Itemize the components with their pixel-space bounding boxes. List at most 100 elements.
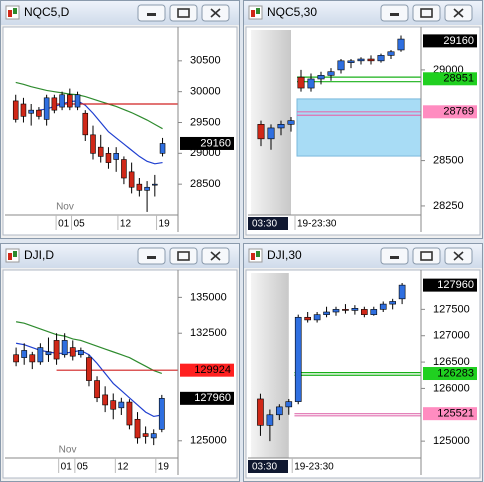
candle-body xyxy=(267,127,275,140)
x-tick-label: 19-23:30 xyxy=(297,219,337,230)
candle-body xyxy=(12,100,19,120)
window-icon xyxy=(5,248,20,263)
candle-body xyxy=(36,109,42,117)
window-icon xyxy=(248,5,263,20)
price-label-bg xyxy=(423,367,477,381)
title-bar xyxy=(1,244,239,268)
candle-body xyxy=(51,97,58,111)
session-shade xyxy=(251,30,291,215)
window-title: DJI,30 xyxy=(267,248,302,262)
title-bar xyxy=(1,1,239,25)
candle-body xyxy=(277,124,285,129)
candle-body xyxy=(294,316,302,402)
icon-bar xyxy=(251,10,255,17)
candle-body xyxy=(159,143,166,154)
y-tick-label: 125000 xyxy=(433,435,470,447)
cursor-label-bg xyxy=(248,460,288,473)
candle-body xyxy=(370,309,378,315)
icon-bar xyxy=(8,253,12,260)
candle-body xyxy=(144,186,150,191)
candle-body xyxy=(97,146,104,157)
price-label-bg xyxy=(423,72,477,86)
price-label-bg xyxy=(423,278,477,292)
candle-body xyxy=(134,418,141,439)
candle-body xyxy=(257,398,264,426)
price-label: 129924 xyxy=(194,364,231,376)
candle-body xyxy=(287,120,295,125)
price-label: 29160 xyxy=(200,137,231,149)
candle-body xyxy=(43,97,50,120)
window-button-max[interactable] xyxy=(169,4,198,22)
price-label: 126283 xyxy=(437,367,474,379)
x-tick-label: 03:30 xyxy=(252,462,277,473)
window-button-max[interactable] xyxy=(412,247,441,265)
button-glyph xyxy=(177,251,190,261)
candle-body xyxy=(118,401,125,409)
candle-body xyxy=(28,109,34,114)
candle-body xyxy=(20,103,27,117)
price-label: 127960 xyxy=(437,279,474,291)
x-tick-label: 03:30 xyxy=(252,219,277,230)
x-tick-label: 12 xyxy=(117,462,129,473)
candle-body xyxy=(121,159,127,179)
candle-body xyxy=(152,183,158,186)
candle-body xyxy=(347,60,355,63)
window-button-max[interactable] xyxy=(169,247,198,265)
zone xyxy=(296,98,421,157)
y-tick-label: 135000 xyxy=(190,291,227,303)
icon-bar xyxy=(13,8,17,14)
candle-body xyxy=(297,76,305,89)
candle-body xyxy=(77,350,84,356)
price-label: 125521 xyxy=(437,408,474,420)
button-glyph xyxy=(420,8,433,18)
chart-window: DJI,D 125000 132500 135000 01 05 12 19 Nov 129924… xyxy=(0,243,240,482)
chart-window: NQC5,D 28500 29000 29500 30000 30500 01 05 12 19 N… xyxy=(0,0,240,239)
x-tick-label: 19-23:30 xyxy=(294,462,334,473)
candle-body xyxy=(257,124,265,140)
candle-body xyxy=(105,153,112,163)
candle-body xyxy=(342,309,349,311)
price-label: 127960 xyxy=(194,392,231,404)
x-tick-label: 19 xyxy=(158,462,170,473)
candle-body xyxy=(21,350,28,358)
plot-area xyxy=(251,30,421,215)
candle-body xyxy=(377,55,385,62)
candle-body xyxy=(332,309,340,313)
window-button-max[interactable] xyxy=(412,4,441,22)
candle-body xyxy=(317,75,325,80)
y-tick-label: 28500 xyxy=(433,154,464,166)
price-label-bg xyxy=(423,105,477,119)
candle-body xyxy=(337,60,345,71)
candle-body xyxy=(126,401,133,426)
button-glyph xyxy=(147,13,156,16)
candle-body xyxy=(313,314,321,321)
button-glyph xyxy=(453,251,464,261)
candle-body xyxy=(53,340,60,360)
moving-average xyxy=(15,321,163,374)
candle-body xyxy=(90,134,96,154)
x-tick-label: 01 xyxy=(61,462,73,473)
y-tick-label: 126000 xyxy=(433,382,470,394)
y-tick-label: 132500 xyxy=(190,327,227,339)
title-bar xyxy=(244,244,482,268)
x-tick-label: 05 xyxy=(77,462,89,473)
candle-body xyxy=(61,340,68,356)
window-title: NQC5,D xyxy=(24,5,70,19)
candle-body xyxy=(379,303,387,310)
candle-body xyxy=(158,398,165,430)
price-label: 28769 xyxy=(443,106,474,118)
window-title: DJI,D xyxy=(24,248,54,262)
icon-bar xyxy=(256,8,260,14)
candle-body xyxy=(136,183,143,191)
icon-bar xyxy=(8,10,12,17)
candle-body xyxy=(304,316,311,321)
candle-body xyxy=(389,301,396,305)
candle-body xyxy=(82,112,89,136)
candle-body xyxy=(29,354,36,363)
y-tick-label: 29000 xyxy=(190,147,221,159)
icon-bar xyxy=(251,253,255,260)
plot-area xyxy=(13,321,178,446)
candle-body xyxy=(387,51,395,56)
